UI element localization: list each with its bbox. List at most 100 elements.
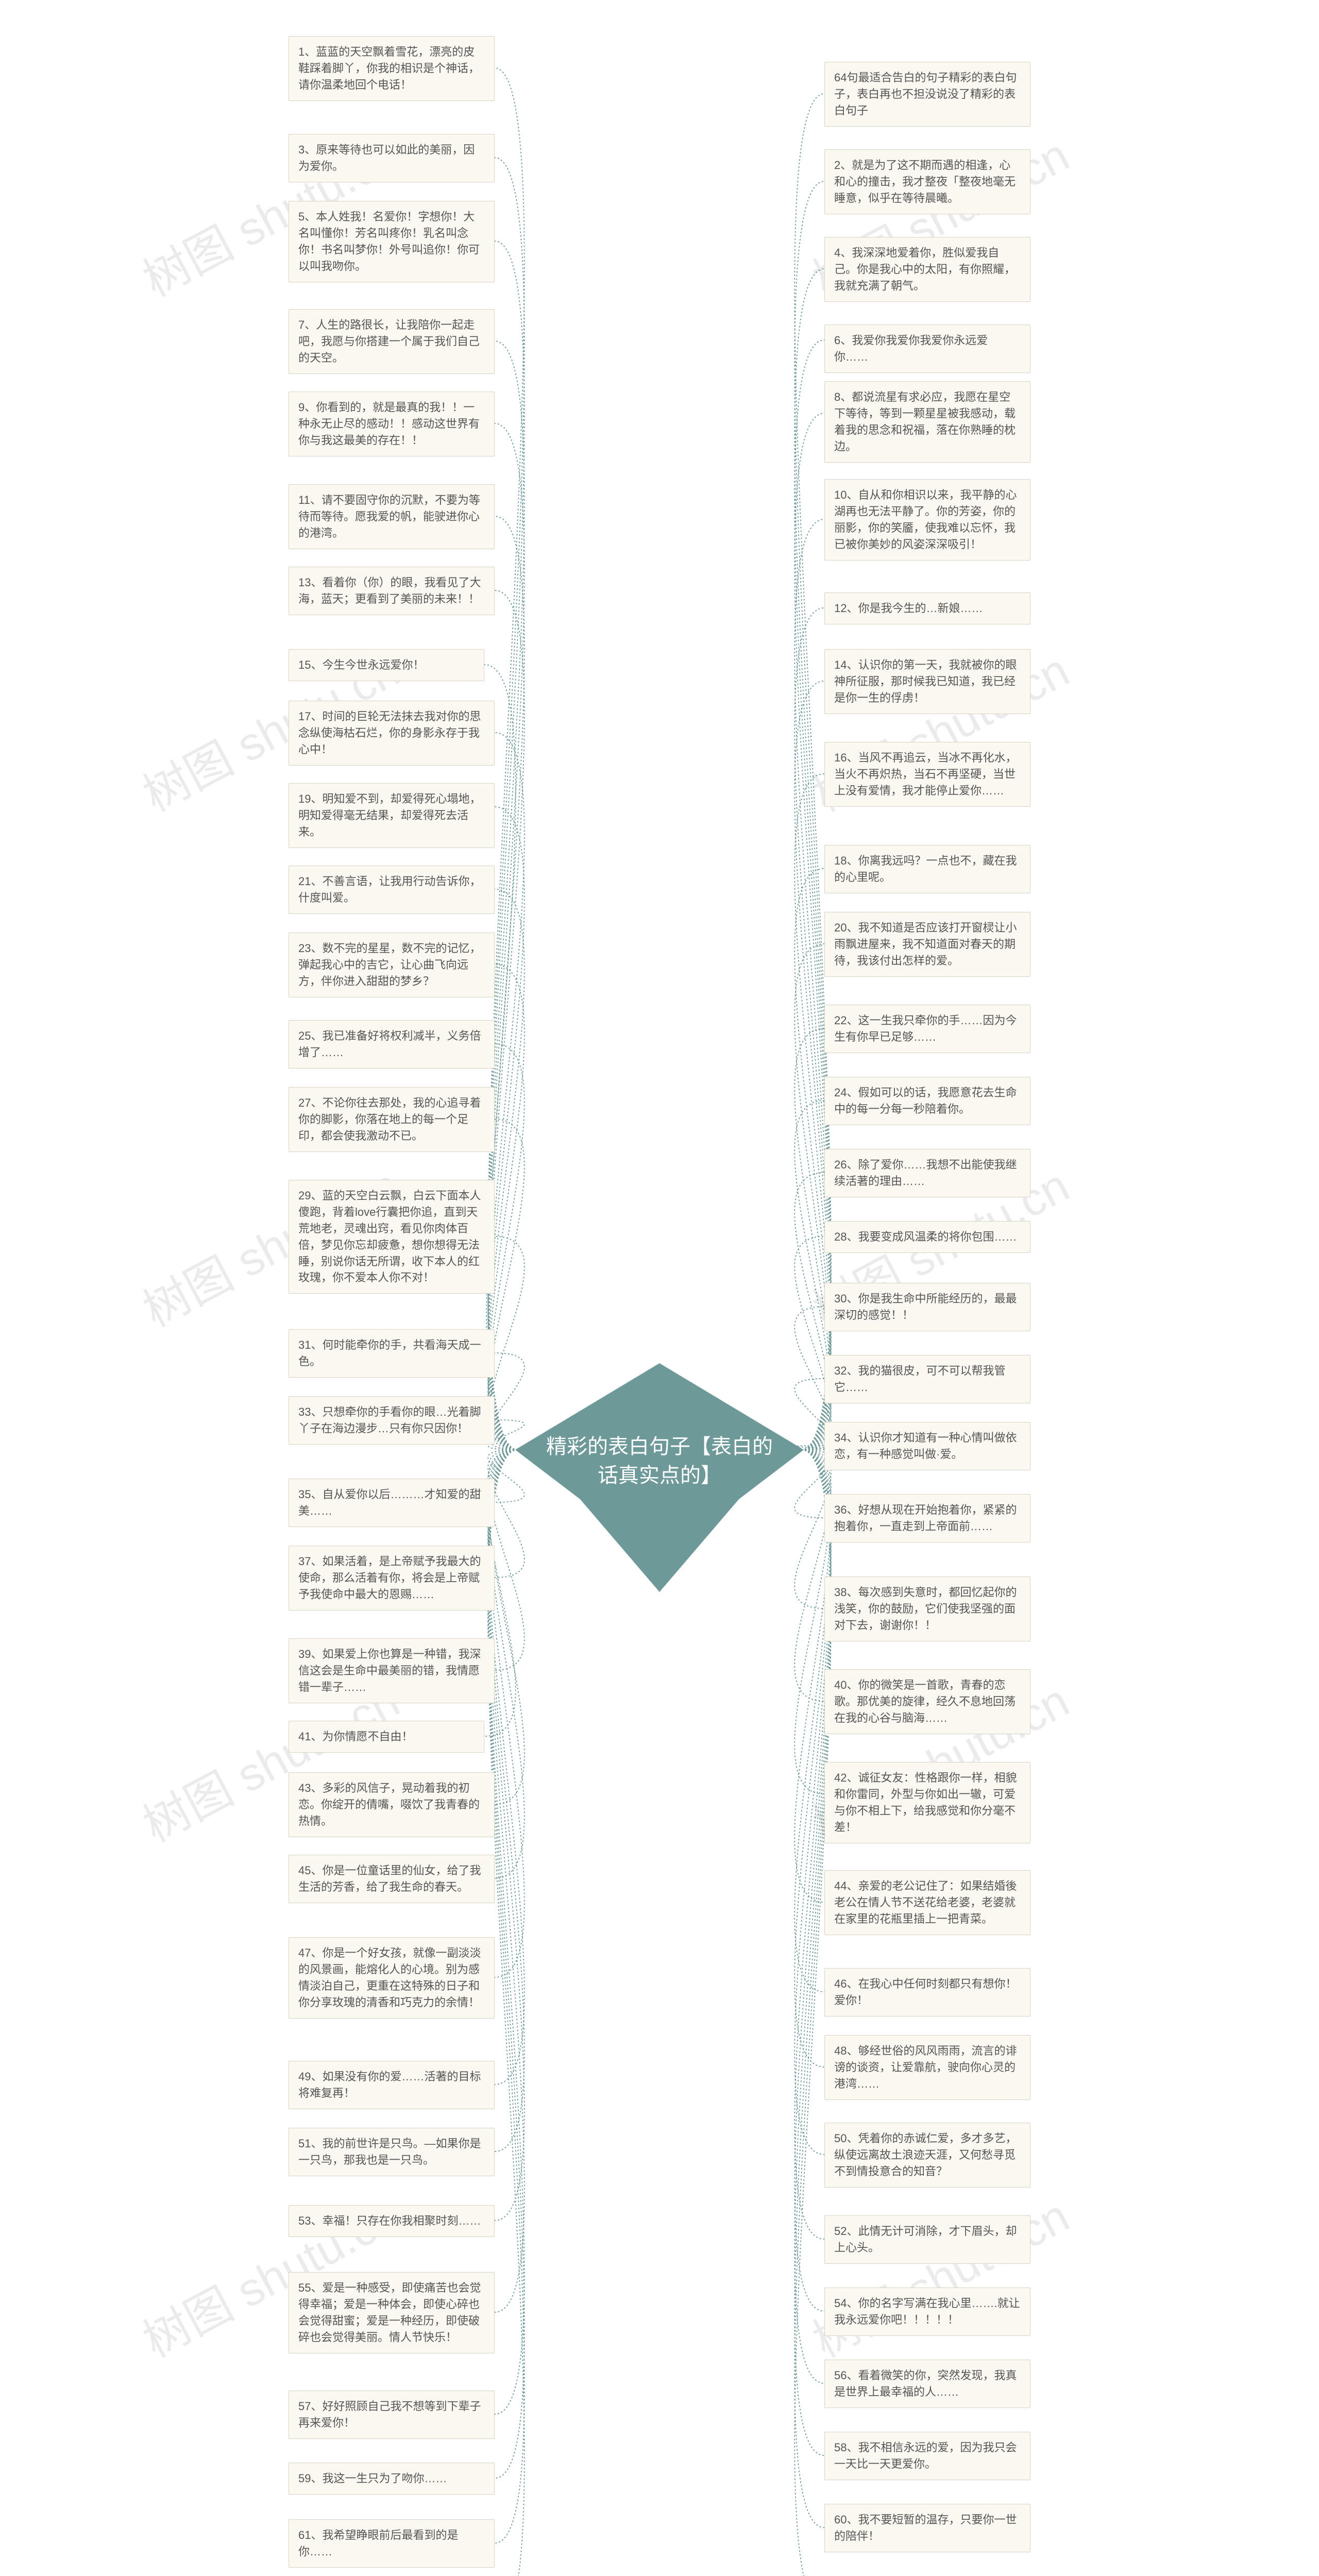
left-node-text: 37、如果活着，是上帝赋予我最大的使命，那么活着有你，将会是上帝赋予我使命中最大… [298, 1555, 481, 1601]
right-node: 20、我不知道是否应该打开窗棂让小雨飘进屋来，我不知道面对春天的期待，我该付出怎… [824, 912, 1030, 977]
right-node: 30、你是我生命中所能经历的，最最深切的感觉！！ [824, 1283, 1030, 1331]
left-node: 47、你是一个好女孩，就像一副淡淡的风景画，能熔化人的心境。别为感情淡泊自己，更… [289, 1937, 495, 2019]
left-node: 3、原来等待也可以如此的美丽，因为爱你。 [289, 134, 495, 182]
right-node: 64句最适合告白的句子精彩的表白句子，表白再也不担没说没了精彩的表白句子 [824, 62, 1030, 127]
right-node-text: 22、这一生我只牵你的手……因为今生有你早已足够…… [834, 1014, 1017, 1043]
left-node: 53、幸福！只存在你我相聚时刻…… [289, 2205, 495, 2237]
left-node-text: 41、为你情愿不自由！ [298, 1730, 413, 1743]
right-node: 48、够经世俗的风风雨雨，流言的诽谤的谈资，让爱靠航，驶向你心灵的港湾…… [824, 2035, 1030, 2100]
right-node-text: 12、你是我今生的…新娘…… [834, 602, 983, 615]
left-node-text: 55、爱是一种感受，即使痛苦也会觉得幸福；爱是一种体会，即使心碎也会觉得甜蜜；爱… [298, 2281, 481, 2344]
left-node: 41、为你情愿不自由！ [289, 1721, 484, 1753]
right-node-text: 44、亲爱的老公记住了：如果结婚後老公在情人节不送花给老婆，老婆就在家里的花瓶里… [834, 1879, 1017, 1925]
right-node-text: 38、每次感到失意时，都回忆起你的浅笑，你的鼓励，它们使我坚强的面对下去，谢谢你… [834, 1586, 1017, 1632]
right-node: 60、我不要短暂的温存，只要你一世的陪伴！ [824, 2504, 1030, 2552]
right-node: 38、每次感到失意时，都回忆起你的浅笑，你的鼓励，它们使我坚强的面对下去，谢谢你… [824, 1577, 1030, 1641]
left-node: 39、如果爱上你也算是一种错，我深信这会是生命中最美丽的错，我情愿错一辈子…… [289, 1638, 495, 1703]
left-node-text: 43、多彩的风信子，晃动着我的初恋。你绽开的倩嘴，啜饮了我青春的热情。 [298, 1782, 480, 1827]
left-node-text: 3、原来等待也可以如此的美丽，因为爱你。 [298, 143, 475, 173]
left-node-text: 19、明知爱不到，却爱得死心塌地，明知爱得毫无结果，却爱得死去活来。 [298, 792, 481, 838]
connector [794, 1450, 831, 2239]
right-node-text: 20、我不知道是否应该打开窗棂让小雨飘进屋来，我不知道面对春天的期待，我该付出怎… [834, 921, 1017, 967]
left-node-text: 49、如果没有你的爱……活著的目标将难复再！ [298, 2070, 481, 2099]
right-node: 44、亲爱的老公记住了：如果结婚後老公在情人节不送花给老婆，老婆就在家里的花瓶里… [824, 1870, 1030, 1935]
left-node: 27、不论你往去那处，我的心追寻着你的脚影，你落在地上的每一个足印，都会使我激动… [289, 1087, 495, 1152]
left-node-text: 13、看着你（你）的眼，我看见了大海，蓝天；更看到了美丽的未来！！ [298, 576, 481, 605]
left-node: 61、我希望睁眼前后最看到的是你…… [289, 2519, 495, 2568]
left-node: 9、你看到的，就是最真的我！！一种永无止尽的感动！！感动这世界有你与我这最美的存… [289, 392, 495, 456]
left-node: 15、今生今世永远爱你！ [289, 649, 484, 681]
left-node: 55、爱是一种感受，即使痛苦也会觉得幸福；爱是一种体会，即使心碎也会觉得甜蜜；爱… [289, 2272, 495, 2353]
left-node-text: 15、今生今世永远爱你！ [298, 658, 424, 671]
right-node-text: 32、我的猫很皮，可不可以帮我管它…… [834, 1364, 1005, 1394]
left-node: 21、不善言语，让我用行动告诉你，什度叫爱。 [289, 866, 495, 914]
left-node-text: 59、我这一生只为了吻你…… [298, 2472, 447, 2485]
right-node: 28、我要变成风温柔的将你包围…… [824, 1221, 1030, 1253]
right-node-text: 64句最适合告白的句子精彩的表白句子，表白再也不担没说没了精彩的表白句子 [834, 71, 1017, 117]
left-node-text: 7、人生的路很长，让我陪你一起走吧，我愿与你搭建一个属于我们自己的天空。 [298, 318, 480, 364]
left-node: 7、人生的路很长，让我陪你一起走吧，我愿与你搭建一个属于我们自己的天空。 [289, 309, 495, 374]
right-node-text: 48、够经世俗的风风雨雨，流言的诽谤的谈资，让爱靠航，驶向你心灵的港湾…… [834, 2044, 1017, 2090]
right-node-text: 36、好想从现在开始抱着你，紧紧的抱着你，一直走到上帝面前…… [834, 1503, 1017, 1533]
right-node-text: 30、你是我生命中所能经历的，最最深切的感觉！！ [834, 1292, 1017, 1321]
left-node-text: 31、何时能牵你的手，共看海天成一色。 [298, 1338, 481, 1368]
left-node: 23、数不完的星星，数不完的记忆，弹起我心中的吉它，让心曲飞向远方，伴你进入甜甜… [289, 933, 495, 997]
right-node-text: 4、我深深地爱着你，胜似爱我自己。你是我心中的太阳，有你照耀，我就充满了朝气。 [834, 246, 1016, 292]
left-node-text: 29、蓝的天空白云飘，白云下面本人傻跑，背着love行囊把你追，直到天荒地老，灵… [298, 1189, 481, 1284]
right-node: 52、此情无计可消除，才下眉头，却上心头。 [824, 2215, 1030, 2264]
left-node-text: 17、时间的巨轮无法抹去我对你的思念纵使海枯石烂，你的身影永存于我心中！ [298, 710, 481, 756]
right-node-text: 24、假如可以的话，我愿意花去生命中的每一分每一秒陪着你。 [834, 1086, 1017, 1115]
right-node-text: 58、我不相信永远的爱，因为我只会一天比一天更爱你。 [834, 2441, 1017, 2470]
right-node-text: 6、我爱你我爱你我爱你永远爱你…… [834, 334, 988, 363]
right-node: 34、认识你才知道有一种心情叫做依恋，有一种感觉叫做·爱。 [824, 1422, 1030, 1470]
center-node-shape [515, 1363, 804, 1592]
right-node: 8、都说流星有求必应，我愿在星空下等待，等到一颗星星被我感动，载着我的思念和祝福… [824, 381, 1030, 463]
left-node-text: 39、如果爱上你也算是一种错，我深信这会是生命中最美丽的错，我情愿错一辈子…… [298, 1648, 481, 1693]
left-node: 5、本人姓我！名爱你！字想你！大名叫懂你！芳名叫疼你！乳名叫念你！书名叫梦你！外… [289, 201, 495, 282]
left-node: 49、如果没有你的爱……活著的目标将难复再！ [289, 2061, 495, 2109]
right-node: 14、认识你的第一天，我就被你的眼神所征服，那时候我已知道，我已经是你一生的俘虏… [824, 649, 1030, 714]
left-node-text: 1、蓝蓝的天空飘着雪花，漂亮的皮鞋踩着脚丫，你我的相识是个神话，请你温柔地回个电… [298, 45, 480, 91]
left-node-text: 53、幸福！只存在你我相聚时刻…… [298, 2214, 481, 2227]
left-node-text: 5、本人姓我！名爱你！字想你！大名叫懂你！芳名叫疼你！乳名叫念你！书名叫梦你！外… [298, 210, 480, 273]
left-node: 29、蓝的天空白云飘，白云下面本人傻跑，背着love行囊把你追，直到天荒地老，灵… [289, 1180, 495, 1294]
left-node-text: 21、不善言语，让我用行动告诉你，什度叫爱。 [298, 875, 481, 904]
left-node: 35、自从爱你以后………才知爱的甜美…… [289, 1479, 495, 1527]
right-node-text: 18、你离我远吗？一点也不，藏在我的心里呢。 [834, 854, 1017, 884]
left-node-text: 57、好好照顾自己我不想等到下辈子再来爱你！ [298, 2400, 481, 2429]
right-node-text: 54、你的名字写满在我心里…….就让我永远爱你吧！！！！！ [834, 2297, 1020, 2326]
right-node: 24、假如可以的话，我愿意花去生命中的每一分每一秒陪着你。 [824, 1077, 1030, 1125]
left-node-text: 27、不论你往去那处，我的心追寻着你的脚影，你落在地上的每一个足印，都会使我激动… [298, 1096, 481, 1142]
left-node: 33、只想牵你的手看你的眼…光着脚丫子在海边漫步…只有你只因你！ [289, 1396, 495, 1445]
left-node-text: 11、请不要固守你的沉默，不要为等待而等待。愿我爱的帆，能驶进你心的港湾。 [298, 494, 480, 539]
left-node-text: 33、只想牵你的手看你的眼…光着脚丫子在海边漫步…只有你只因你！ [298, 1405, 481, 1435]
right-node: 16、当风不再追云，当冰不再化水，当火不再炽热，当石不再坚硬，当世上没有爱情，我… [824, 742, 1030, 807]
right-node-text: 52、此情无计可消除，才下眉头，却上心头。 [834, 2225, 1017, 2254]
right-node: 36、好想从现在开始抱着你，紧紧的抱着你，一直走到上帝面前…… [824, 1494, 1030, 1543]
right-node-text: 10、自从和你相识以来，我平静的心湖再也无法平静了。你的芳姿，你的丽影，你的笑靥… [834, 488, 1017, 551]
left-node: 31、何时能牵你的手，共看海天成一色。 [289, 1329, 495, 1378]
right-node-text: 46、在我心中任何时刻都只有想你！爱你！ [834, 1977, 1017, 2007]
left-node: 37、如果活着，是上帝赋予我最大的使命，那么活着有你，将会是上帝赋予我使命中最大… [289, 1546, 495, 1611]
left-node: 57、好好照顾自己我不想等到下辈子再来爱你！ [289, 2391, 495, 2439]
right-node: 54、你的名字写满在我心里…….就让我永远爱你吧！！！！！ [824, 2287, 1030, 2336]
right-node-text: 50、凭着你的赤诚仁爱，多才多艺，纵使远离故土浪迹天涯，又何愁寻觅不到情投意合的… [834, 2132, 1017, 2178]
right-node-text: 56、看着微笑的你，突然发现，我真是世界上最幸福的人…… [834, 2369, 1017, 2398]
right-node-text: 28、我要变成风温柔的将你包围…… [834, 1230, 1017, 1243]
right-node-text: 26、除了爱你……我想不出能使我继续活著的理由…… [834, 1158, 1017, 1188]
right-node: 2、就是为了这不期而遇的相逢，心和心的撞击，我才整夜「整夜地毫无睡意，似乎在等待… [824, 149, 1030, 214]
left-node-text: 61、我希望睁眼前后最看到的是你…… [298, 2529, 458, 2558]
right-node-text: 60、我不要短暂的温存，只要你一世的陪伴！ [834, 2513, 1017, 2543]
left-node: 13、看着你（你）的眼，我看见了大海，蓝天；更看到了美丽的未来！！ [289, 567, 495, 615]
right-node-text: 14、认识你的第一天，我就被你的眼神所征服，那时候我已知道，我已经是你一生的俘虏… [834, 658, 1017, 704]
right-node: 6、我爱你我爱你我爱你永远爱你…… [824, 325, 1030, 373]
left-node-text: 47、你是一个好女孩，就像一副淡淡的风景画，能熔化人的心境。别为感情淡泊自己，更… [298, 1946, 481, 2009]
left-node: 11、请不要固守你的沉默，不要为等待而等待。愿我爱的帆，能驶进你心的港湾。 [289, 484, 495, 549]
left-node-text: 9、你看到的，就是最真的我！！一种永无止尽的感动！！感动这世界有你与我这最美的存… [298, 401, 480, 447]
left-node: 19、明知爱不到，却爱得死心塌地，明知爱得毫无结果，却爱得死去活来。 [289, 783, 495, 848]
left-node-text: 35、自从爱你以后………才知爱的甜美…… [298, 1488, 481, 1517]
right-node: 26、除了爱你……我想不出能使我继续活著的理由…… [824, 1149, 1030, 1197]
right-node: 46、在我心中任何时刻都只有想你！爱你！ [824, 1968, 1030, 2016]
right-node: 32、我的猫很皮，可不可以帮我管它…… [824, 1355, 1030, 1403]
left-node: 43、多彩的风信子，晃动着我的初恋。你绽开的倩嘴，啜饮了我青春的热情。 [289, 1772, 495, 1837]
